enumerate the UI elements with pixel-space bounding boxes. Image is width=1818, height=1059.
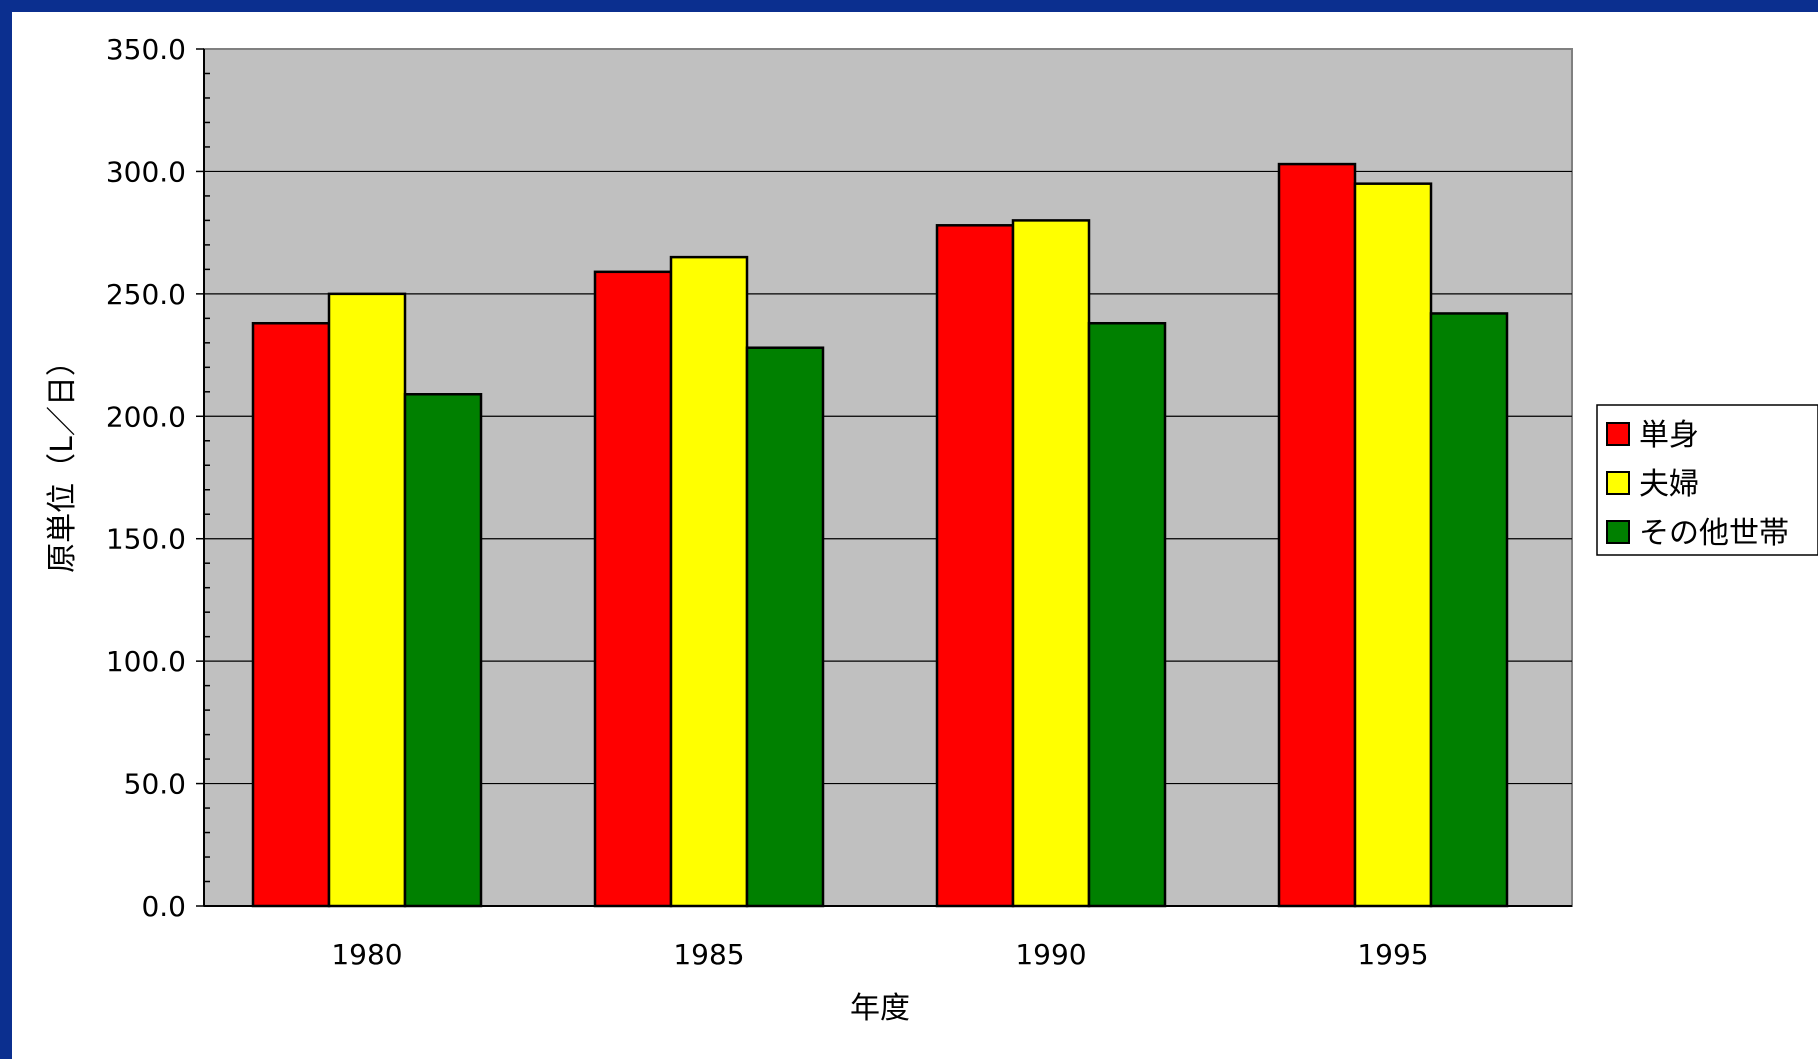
y-tick-labels: 0.0 50.0 100.0 150.0 200.0 250.0 300.0 350.0 (106, 33, 186, 923)
bar-chart: 0.0 50.0 100.0 150.0 200.0 250.0 300.0 350.0 19… (45, 33, 1818, 1026)
legend-swatch (1606, 520, 1630, 544)
y-tick-label: 100.0 (106, 645, 186, 678)
y-tick-label: 0.0 (141, 890, 186, 923)
x-tick-labels: 1980 1985 1990 1995 (331, 938, 1428, 971)
bar-2-1985 (669, 255, 749, 908)
bar-1-1980 (251, 321, 331, 908)
legend-box (1596, 404, 1818, 556)
x-axis-title: 年度 (850, 991, 910, 1026)
bar-1-1985 (593, 270, 673, 908)
bar-1-1990 (935, 224, 1015, 908)
legend-label: 単身 (1639, 418, 1699, 453)
legend-label: その他世帯 (1639, 516, 1789, 551)
y-tick-label: 50.0 (124, 768, 186, 801)
x-tick-label: 1980 (331, 938, 402, 971)
bar-3-1980 (403, 392, 483, 908)
y-tick-label: 250.0 (106, 278, 186, 311)
y-tick-label: 300.0 (106, 155, 186, 188)
y-tick-label: 200.0 (106, 400, 186, 433)
x-tick-label: 1985 (673, 938, 744, 971)
x-tick-label: 1990 (1015, 938, 1086, 971)
bar-2-1990 (1011, 219, 1091, 908)
y-tick-label: 150.0 (106, 523, 186, 556)
slide-background: 0.0 50.0 100.0 150.0 200.0 250.0 300.0 350.0 19… (12, 12, 1818, 1059)
bar-3-1990 (1087, 321, 1167, 908)
x-tick-label: 1995 (1357, 938, 1428, 971)
bar-1-1995 (1277, 162, 1357, 908)
legend-label: 夫婦 (1639, 467, 1699, 502)
legend-swatch (1606, 422, 1630, 446)
bar-3-1985 (745, 346, 825, 908)
y-tick-label: 350.0 (106, 33, 186, 66)
bar-2-1995 (1353, 182, 1433, 908)
y-axis-title: 原単位（L／日） (45, 346, 80, 573)
bar-3-1995 (1429, 312, 1509, 908)
bars (251, 162, 1509, 908)
legend-swatch (1606, 471, 1630, 495)
bar-2-1980 (327, 292, 407, 908)
axes (196, 48, 1572, 907)
